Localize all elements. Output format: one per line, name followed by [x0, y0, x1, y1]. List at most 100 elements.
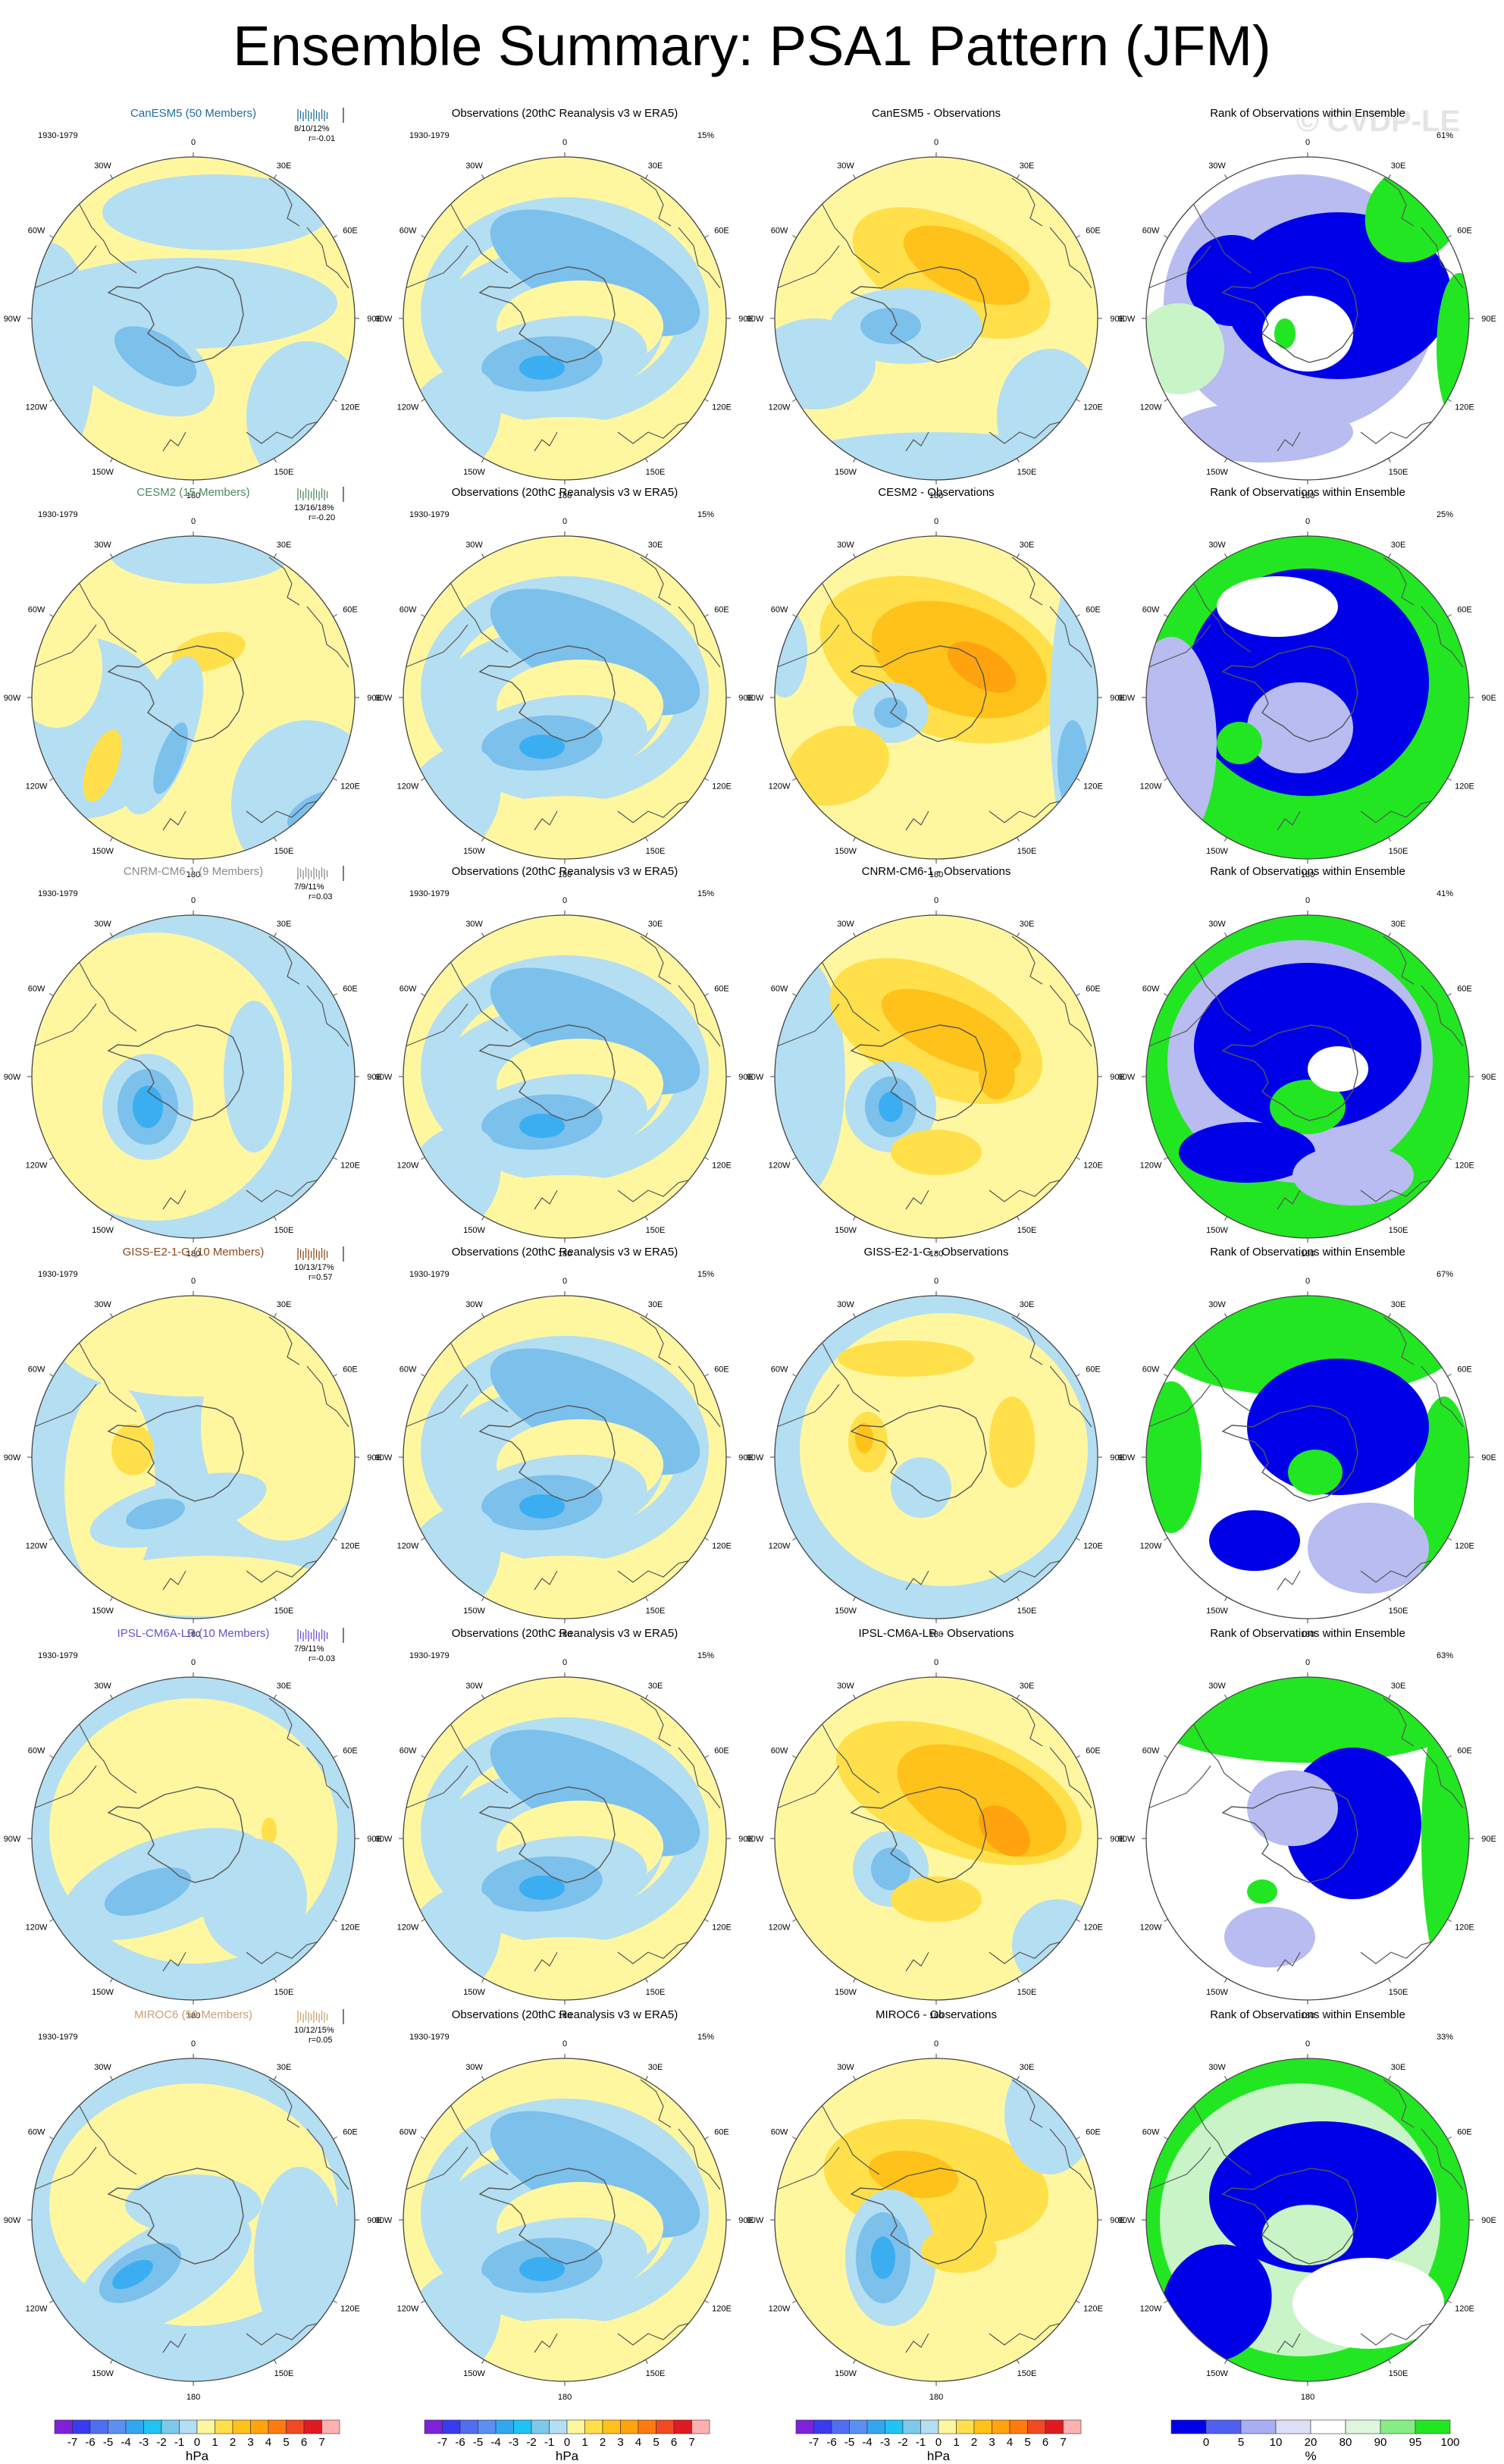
coastline	[822, 1343, 880, 1412]
colorbar-swatch	[478, 2419, 497, 2434]
lon-label: 60W	[1142, 1747, 1160, 1756]
coastline	[822, 583, 880, 653]
colorbar-swatch	[1380, 2419, 1416, 2434]
colorbar-swatch	[161, 2419, 180, 2434]
colorbar-tick-label: 4	[1006, 2436, 1014, 2449]
colorbar-swatch	[232, 2419, 251, 2434]
rank-pct: 67%	[1437, 1270, 1454, 1279]
lon-label: 0	[562, 517, 567, 526]
lon-label: 60W	[28, 227, 45, 236]
lon-label: 180	[1301, 870, 1314, 879]
coastline	[79, 204, 137, 274]
coastline	[640, 1316, 672, 1365]
lon-label: 60E	[714, 1747, 729, 1756]
lon-label: 0	[562, 1658, 567, 1667]
colorbar-swatch	[1415, 2419, 1451, 2434]
lon-label: 180	[929, 2393, 943, 2402]
contour-region	[921, 2227, 997, 2273]
lon-label: 120E	[1455, 782, 1474, 792]
coastline	[162, 431, 186, 452]
coastline	[1383, 2079, 1415, 2128]
lon-label: 60W	[1142, 985, 1160, 994]
lon-label: 30W	[1208, 920, 1226, 929]
period-label: 1930-1979	[38, 889, 78, 898]
ensemble-spread-bars	[297, 487, 344, 502]
coastline	[1049, 985, 1092, 1047]
obs-pct: 15%	[697, 1270, 715, 1279]
coastline	[405, 245, 468, 289]
lon-label: 150W	[463, 2369, 485, 2378]
colorbar-tick-label: 6	[1042, 2436, 1049, 2449]
lon-label: 150W	[463, 1607, 485, 1616]
lon-label: 150E	[646, 468, 666, 477]
coastline	[1011, 1698, 1043, 1747]
colorbar-tick-label: 0	[193, 2436, 201, 2449]
antarctica-coastline	[478, 266, 616, 363]
lon-label: 30E	[648, 920, 663, 929]
antarctica-coastline	[850, 266, 987, 363]
coastline	[534, 1951, 558, 1972]
colorbar-tick-label: -2	[156, 2436, 167, 2449]
colorbar-tick-label: -7	[808, 2436, 819, 2449]
contour-region	[201, 1839, 307, 1960]
lon-label: 0	[934, 517, 938, 526]
lon-label: 120E	[1083, 1923, 1103, 1933]
lon-label: 180	[186, 2393, 200, 2402]
lon-label: 60E	[1086, 1365, 1101, 1375]
colorbar-swatch	[286, 2419, 305, 2434]
diff-title: CNRM-CM6-1 - Observations	[861, 865, 1011, 878]
contour-region	[1209, 1510, 1300, 1571]
lon-label: 120W	[769, 2305, 791, 2314]
rank-pct: 41%	[1437, 889, 1454, 898]
coastline	[776, 1003, 840, 1047]
lon-label: 30E	[1391, 920, 1406, 929]
contour-region	[122, 656, 204, 815]
colorbar-tick-label: 20	[1304, 2436, 1318, 2449]
rank-map-5: 0 30E 60E 90E 120E 150E 180 150W 120W 90W 60W 30W	[1118, 2039, 1496, 2402]
colorbar-tick-label: 95	[1408, 2436, 1422, 2449]
lon-label: 150E	[1017, 1607, 1037, 1616]
stats-label: 13/16/18%	[294, 503, 334, 513]
colorbar-swatch	[1009, 2419, 1028, 2434]
lon-label: 180	[929, 870, 943, 879]
lon-label: 60E	[1457, 606, 1472, 615]
period-label: 1930-1979	[409, 2033, 450, 2042]
lon-label: 90W	[1118, 1453, 1136, 1462]
lon-label: 30W	[837, 161, 854, 171]
lon-label: 120E	[340, 403, 360, 412]
antarctica-coastline	[1221, 1024, 1358, 1121]
colorbar-swatch	[973, 2419, 992, 2434]
lon-label: 0	[1305, 1658, 1310, 1667]
lon-label: 180	[186, 1249, 200, 1259]
colorbar-tick-label: 1	[212, 2436, 218, 2449]
lon-label: 120W	[397, 2305, 419, 2314]
lon-label: 150E	[1017, 2369, 1037, 2378]
coastline	[905, 2333, 929, 2353]
colorbar-tick-label: 4	[265, 2436, 272, 2449]
lon-label: 180	[1301, 1630, 1314, 1639]
lon-label: 90W	[747, 1835, 764, 1844]
coastline	[905, 1951, 929, 1972]
lon-label: 150W	[92, 1226, 114, 1235]
r-label: r=0.57	[309, 1273, 333, 1282]
colorbar-tick-label: -1	[174, 2436, 185, 2449]
rank-title: Rank of Observations within Ensemble	[1210, 865, 1405, 878]
lon-label: 30W	[465, 161, 483, 171]
antarctica-coastline	[478, 1786, 616, 1883]
coastline	[79, 1724, 137, 1794]
lon-label: 30W	[837, 541, 854, 550]
contour-region	[125, 2174, 262, 2235]
lon-label: 60E	[343, 1365, 358, 1375]
colorbar-tick-label: -3	[879, 2436, 891, 2449]
lon-label: 30E	[648, 161, 663, 171]
lon-label: 30E	[1391, 1682, 1406, 1691]
colorbar-tick-label: -4	[121, 2436, 131, 2449]
lon-label: 0	[934, 1658, 938, 1667]
colorbar-swatch	[584, 2419, 603, 2434]
contour-region	[1262, 2205, 1353, 2265]
lon-label: 90W	[747, 1453, 764, 1462]
coastline	[1277, 810, 1301, 831]
colorbar-tick-label: 6	[670, 2436, 678, 2449]
contour-region	[1292, 2258, 1444, 2349]
lon-label: 150E	[646, 1607, 666, 1616]
